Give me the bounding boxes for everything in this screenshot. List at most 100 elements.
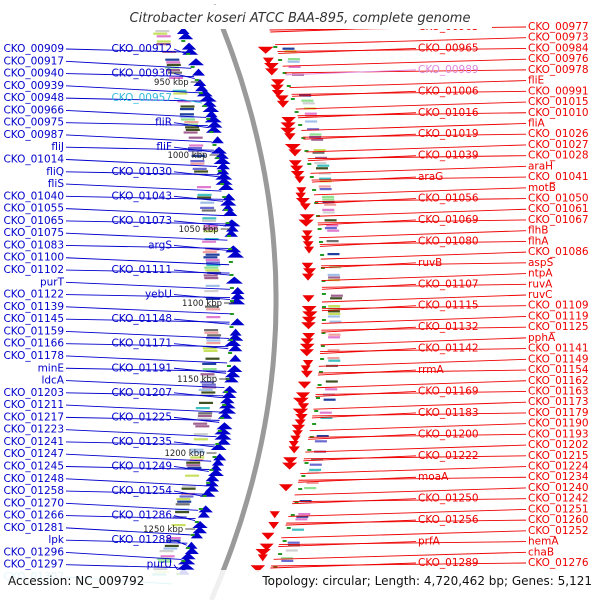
minus-strand-gene[interactable] <box>211 146 227 154</box>
minus-strand-gene[interactable] <box>226 365 243 372</box>
gene-label-cko-00977[interactable]: CKO_00977 <box>528 21 589 33</box>
gene-label-cko-01235[interactable]: CKO_01235 <box>111 436 172 448</box>
plus-strand-gene[interactable] <box>300 235 313 243</box>
gene-label-cko-01010[interactable]: CKO_01010 <box>528 107 589 119</box>
plus-strand-gene[interactable] <box>295 392 311 400</box>
gene-label-cko-01019[interactable]: CKO_01019 <box>418 128 479 140</box>
gene-label-cko-01041[interactable]: CKO_01041 <box>528 171 589 183</box>
minus-strand-gene[interactable] <box>229 328 242 336</box>
minus-strand-gene[interactable] <box>196 89 213 97</box>
plus-strand-gene[interactable] <box>302 295 315 303</box>
plus-strand-gene[interactable] <box>302 241 314 249</box>
minus-strand-gene[interactable] <box>218 406 237 414</box>
plus-strand-gene[interactable] <box>304 246 315 254</box>
plus-strand-gene[interactable] <box>282 462 298 470</box>
gene-label-cko-01080[interactable]: CKO_01080 <box>418 235 479 247</box>
plus-strand-gene[interactable] <box>295 192 306 200</box>
gene-label-cko-01178[interactable]: CKO_01178 <box>3 350 64 362</box>
minus-strand-gene[interactable] <box>206 120 223 128</box>
minus-strand-gene[interactable] <box>178 557 196 565</box>
gene-label-moaa[interactable]: moaA <box>418 471 449 483</box>
gene-label-cko-01030[interactable]: CKO_01030 <box>111 166 172 178</box>
gene-label-yebu[interactable]: yebU <box>145 289 172 301</box>
gene-label-cko-01145[interactable]: CKO_01145 <box>3 313 64 325</box>
gene-label-cko-01222[interactable]: CKO_01222 <box>418 450 479 462</box>
gene-label-cko-01014[interactable]: CKO_01014 <box>3 154 64 166</box>
gene-label-cko-01028[interactable]: CKO_01028 <box>528 150 589 162</box>
plus-strand-gene[interactable] <box>279 484 293 492</box>
gene-label-cko-01111[interactable]: CKO_01111 <box>111 264 172 276</box>
minus-strand-gene[interactable] <box>225 224 239 232</box>
gene-label-cko-01125[interactable]: CKO_01125 <box>528 321 589 333</box>
minus-strand-gene[interactable] <box>198 94 217 102</box>
gene-label-cko-01065[interactable]: CKO_01065 <box>3 215 64 227</box>
gene-label-cko-01061[interactable]: CKO_01061 <box>528 203 589 215</box>
minus-strand-gene[interactable] <box>230 292 245 300</box>
gene-label-cko-00991[interactable]: CKO_00991 <box>528 85 589 97</box>
gene-label-cko-01224[interactable]: CKO_01224 <box>528 461 589 473</box>
gene-label-ruvb[interactable]: ruvB <box>418 257 442 269</box>
minus-strand-gene[interactable] <box>213 453 227 461</box>
gene-label-ppha[interactable]: pphA <box>528 332 556 344</box>
gene-label-cko-01288[interactable]: CKO_01288 <box>111 534 172 546</box>
gene-label-cko-01191[interactable]: CKO_01191 <box>111 362 172 374</box>
gene-label-arag[interactable]: araG <box>418 171 443 183</box>
plus-strand-gene[interactable] <box>302 268 317 276</box>
plus-strand-gene[interactable] <box>300 338 314 346</box>
gene-label-asps[interactable]: aspS <box>528 257 554 269</box>
minus-strand-gene[interactable] <box>211 458 225 466</box>
gene-label-cko-01163[interactable]: CKO_01163 <box>528 385 589 397</box>
gene-label-cko-01242[interactable]: CKO_01242 <box>528 493 589 505</box>
plus-strand-gene[interactable] <box>269 511 280 519</box>
gene-label-cko-01075[interactable]: CKO_01075 <box>3 227 64 239</box>
plus-strand-gene[interactable] <box>291 424 306 432</box>
gene-label-cko-01252[interactable]: CKO_01252 <box>528 525 589 537</box>
gene-label-cko-01270[interactable]: CKO_01270 <box>3 497 64 509</box>
gene-label-cko-00930[interactable]: CKO_00930 <box>111 68 172 80</box>
minus-strand-gene[interactable] <box>230 287 245 294</box>
gene-label-cko-01056[interactable]: CKO_01056 <box>418 193 479 205</box>
gene-label-flis[interactable]: fliS <box>48 178 65 190</box>
minus-strand-gene[interactable] <box>210 443 227 450</box>
gene-label-cko-01073[interactable]: CKO_01073 <box>111 215 172 227</box>
minus-strand-gene[interactable] <box>224 339 242 346</box>
plus-strand-gene[interactable] <box>281 117 296 124</box>
minus-strand-gene[interactable] <box>176 562 195 570</box>
gene-label-ldca[interactable]: ldcA <box>41 375 64 387</box>
minus-strand-gene[interactable] <box>204 484 219 492</box>
minus-strand-gene[interactable] <box>214 432 232 440</box>
minus-strand-gene[interactable] <box>221 391 237 398</box>
gene-label-cko-01297[interactable]: CKO_01297 <box>3 559 64 571</box>
minus-strand-gene[interactable] <box>187 58 205 66</box>
gene-label-fliq[interactable]: fliQ <box>46 166 64 178</box>
minus-strand-gene[interactable] <box>197 510 210 518</box>
gene-label-cko-01122[interactable]: CKO_01122 <box>3 289 64 301</box>
plus-strand-gene[interactable] <box>276 100 290 108</box>
gene-label-cko-01203[interactable]: CKO_01203 <box>3 387 64 399</box>
gene-label-cko-01026[interactable]: CKO_01026 <box>528 128 589 140</box>
gene-label-flij[interactable]: fliJ <box>51 141 64 153</box>
gene-label-cko-01183[interactable]: CKO_01183 <box>418 407 479 419</box>
gene-label-cko-01240[interactable]: CKO_01240 <box>528 482 589 494</box>
gene-label-cko-01190[interactable]: CKO_01190 <box>528 418 589 430</box>
gene-label-flia[interactable]: fliA <box>528 117 546 129</box>
plus-strand-gene[interactable] <box>271 90 285 97</box>
gene-label-ruvc[interactable]: ruvC <box>528 289 553 301</box>
gene-label-cko-01200[interactable]: CKO_01200 <box>418 428 479 440</box>
minus-strand-gene[interactable] <box>184 547 199 554</box>
gene-label-lpk[interactable]: lpk <box>48 534 65 546</box>
minus-strand-gene[interactable] <box>190 531 203 539</box>
gene-label-cko-01039[interactable]: CKO_01039 <box>418 150 479 162</box>
gene-label-ruva[interactable]: ruvA <box>528 278 553 290</box>
gene-label-cko-01211[interactable]: CKO_01211 <box>3 399 64 411</box>
gene-label-cko-01141[interactable]: CKO_01141 <box>528 343 589 355</box>
plus-strand-gene[interactable] <box>301 262 314 270</box>
gene-label-cko-01251[interactable]: CKO_01251 <box>528 503 589 515</box>
plus-strand-gene[interactable] <box>296 187 307 195</box>
minus-strand-gene[interactable] <box>225 370 241 378</box>
gene-label-cko-01102[interactable]: CKO_01102 <box>3 264 64 276</box>
plus-strand-gene[interactable] <box>299 349 314 357</box>
plus-strand-gene[interactable] <box>299 214 315 222</box>
gene-label-cko-01069[interactable]: CKO_01069 <box>418 214 479 226</box>
gene-label-cko-01245[interactable]: CKO_01245 <box>3 460 64 472</box>
